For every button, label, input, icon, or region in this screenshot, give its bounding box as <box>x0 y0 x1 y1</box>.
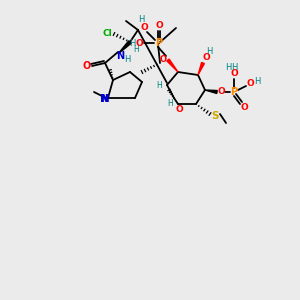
Text: H: H <box>129 38 135 47</box>
Text: O: O <box>83 61 91 71</box>
Text: O: O <box>155 22 163 31</box>
Text: Cl: Cl <box>102 28 112 38</box>
Text: O: O <box>175 104 183 113</box>
Text: H: H <box>138 16 144 25</box>
Text: H: H <box>231 62 237 71</box>
Text: H: H <box>156 80 162 89</box>
Text: S: S <box>211 111 219 121</box>
Text: O: O <box>202 53 210 62</box>
Text: O: O <box>217 86 225 95</box>
Text: H: H <box>133 46 139 55</box>
Text: H: H <box>167 100 173 109</box>
Text: H: H <box>254 76 260 85</box>
Text: O: O <box>135 38 143 47</box>
Text: O: O <box>140 22 148 32</box>
Text: P: P <box>155 38 163 48</box>
Polygon shape <box>205 90 217 94</box>
Text: O: O <box>246 80 254 88</box>
Text: H: H <box>225 62 231 71</box>
Text: P: P <box>230 87 238 97</box>
Text: H: H <box>206 46 212 56</box>
Text: N: N <box>100 94 108 104</box>
Polygon shape <box>167 59 178 72</box>
Text: N: N <box>100 94 109 104</box>
Polygon shape <box>118 41 131 54</box>
Text: O: O <box>240 103 248 112</box>
Text: O: O <box>160 55 167 64</box>
Text: H: H <box>124 56 130 64</box>
Polygon shape <box>198 62 204 75</box>
Text: O: O <box>230 70 238 79</box>
Text: N: N <box>116 51 124 61</box>
